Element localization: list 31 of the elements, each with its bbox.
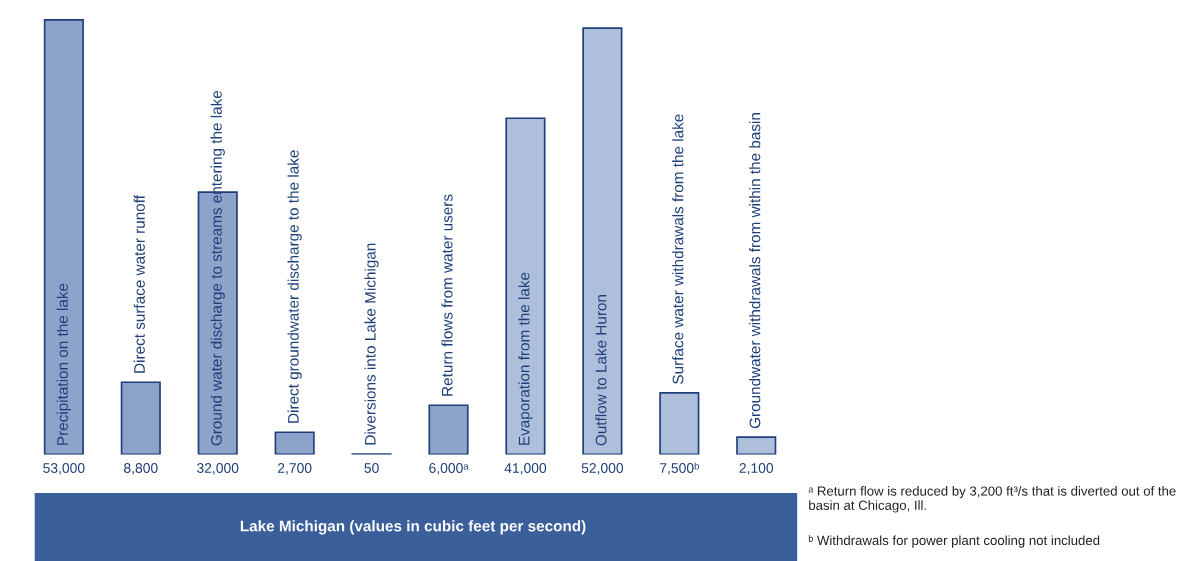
x-tick-label: Evaporation from the lake	[518, 272, 533, 445]
data-label: 50	[364, 463, 379, 473]
x-tick-label: Precipitation on the lake	[56, 283, 71, 445]
data-label: 41,000	[504, 463, 547, 475]
data-label: 7,500ᵇ	[660, 462, 699, 475]
text: ᵇ Withdrawals for power plant cooling not included	[808, 535, 1100, 548]
text: ᵃ Return flow is reduced by 3,200 ft³/s that is diverted out of the basin at Chicago, Ill.	[808, 486, 1176, 513]
x-tick-label: Ground water discharge to streams entering the lake	[210, 90, 225, 446]
bar	[505, 117, 546, 455]
bar	[582, 27, 623, 455]
data-label: 2,700	[277, 463, 312, 475]
data-label: 52,000	[581, 463, 624, 475]
bar	[428, 404, 469, 455]
bar	[659, 392, 700, 455]
bar	[43, 19, 84, 455]
data-label: 6,000ᵃ	[429, 463, 469, 475]
bar	[736, 436, 777, 455]
x-tick-label: Groundwater withdrawals from within the basin	[749, 113, 761, 429]
x-tick-label: Direct surface water runoff	[133, 195, 145, 373]
data-label: 8,800	[124, 463, 158, 475]
x-tick-label: Return flows from water users	[441, 194, 453, 396]
bar	[120, 381, 161, 455]
data-label: 32,000	[197, 463, 239, 475]
x-tick-label: Outflow to Lake Huron	[595, 295, 607, 446]
data-label: 2,100	[739, 463, 774, 475]
data-label: 53,000	[43, 463, 85, 475]
x-tick-label: Direct groundwater discharge to the lake	[287, 150, 302, 423]
bar	[274, 431, 315, 455]
x-tick-label: Surface water withdrawals from the lake	[672, 114, 684, 384]
x-tick-label: Diversions into Lake Michigan	[364, 243, 379, 445]
text: Lake Michigan (values in cubic feet per second)	[240, 520, 586, 535]
